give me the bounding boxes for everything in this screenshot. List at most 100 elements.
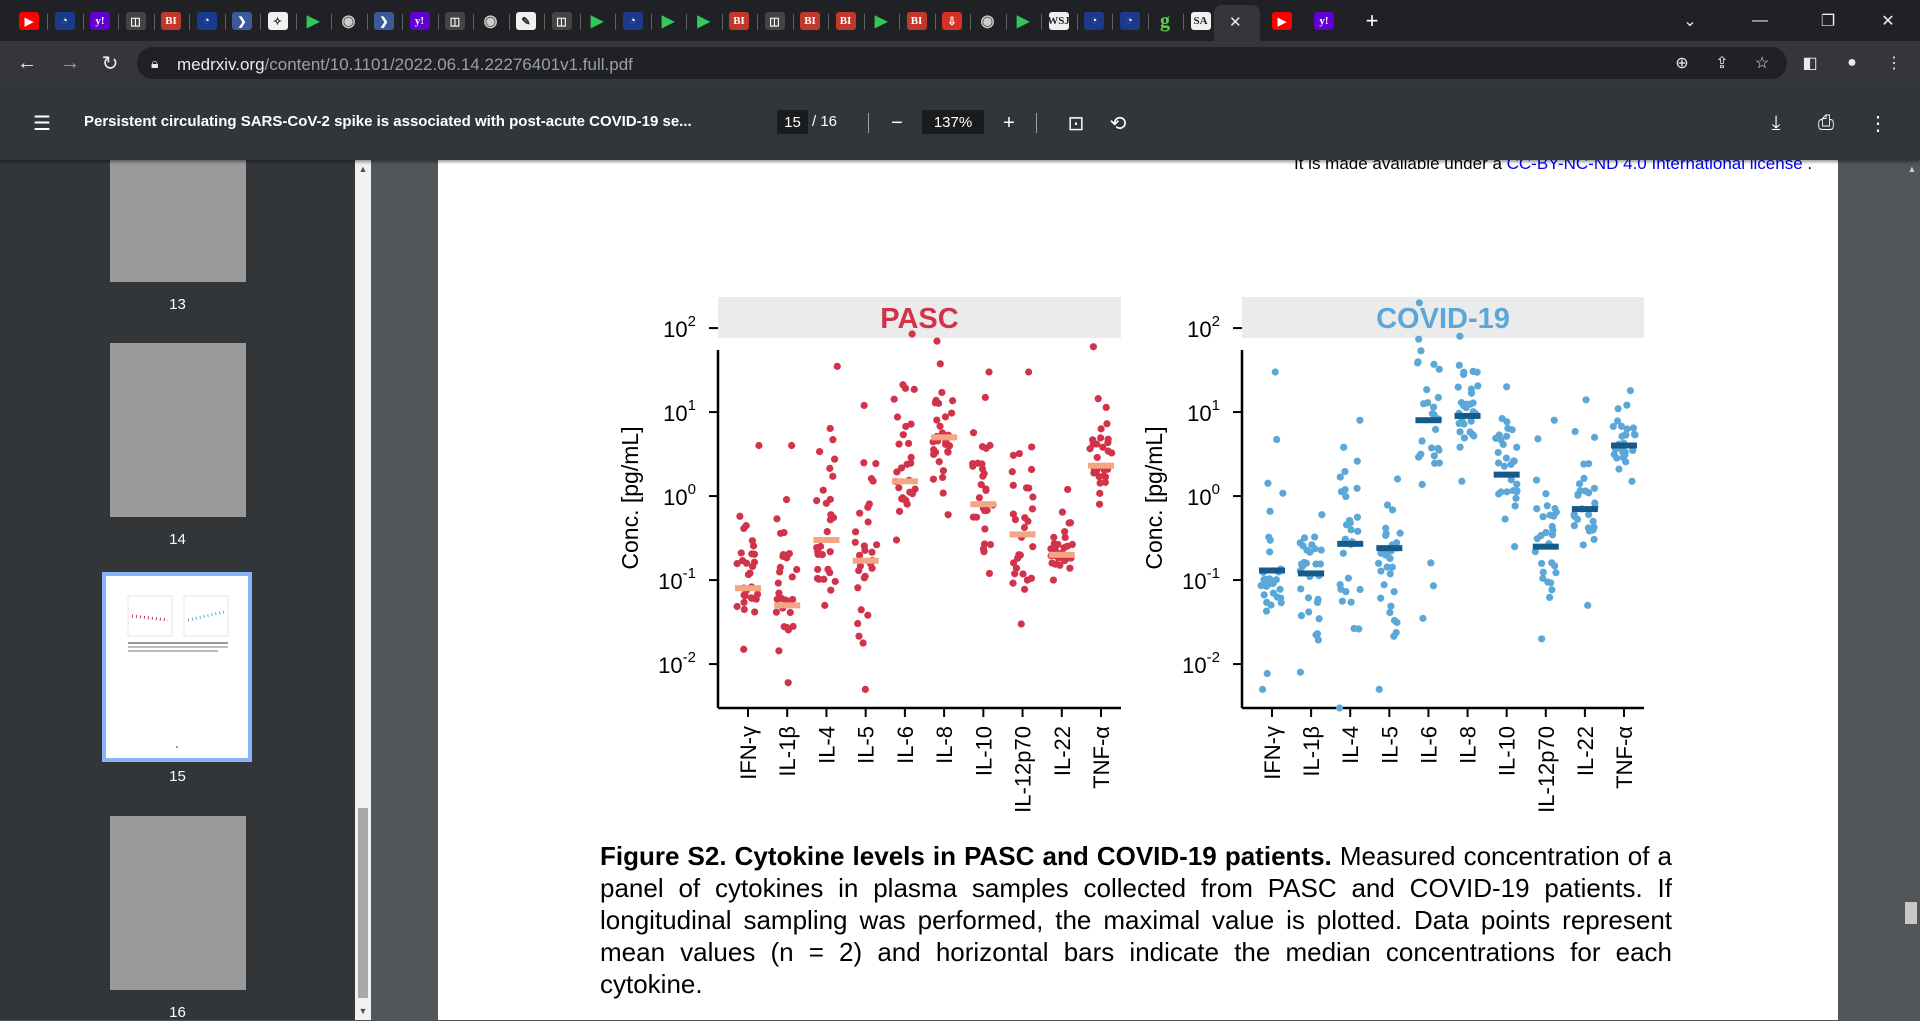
panel-title: COVID-19 [1376,303,1510,335]
browser-tab[interactable]: ◉ [974,7,1002,35]
browser-tab[interactable]: y! [86,7,114,35]
download-icon[interactable]: ⤓ [1771,111,1781,134]
data-point [1387,602,1395,610]
url-text[interactable]: medrxiv.org/content/10.1101/2022.06.14.2… [177,55,633,74]
browser-tab[interactable]: ◉ [335,7,363,35]
page-scrollbar-thumb[interactable] [1905,902,1917,924]
data-point [1015,449,1023,458]
browser-tab[interactable]: ❯ [370,7,398,35]
data-point [748,550,756,558]
browser-tab[interactable]: ◫ [122,7,150,35]
reload-icon[interactable]: ↻ [101,52,119,75]
back-icon[interactable]: ← [17,51,37,74]
browser-tab[interactable]: ▶ [15,7,43,35]
data-point [903,460,911,468]
browser-tab[interactable]: ❯ [228,7,256,35]
data-point [823,528,831,536]
tab-separator [721,14,723,30]
bookmark-star-icon[interactable]: ☆ [1754,55,1770,72]
data-point [910,385,918,393]
browser-tab[interactable]: ▶ [299,7,327,35]
print-icon[interactable]: ⎙ [1818,111,1834,134]
browser-tab[interactable]: ▶ [1009,7,1037,35]
menu-icon[interactable]: ☰ [33,112,51,135]
forward-icon[interactable]: → [60,51,80,74]
y-tick-label: 101 [663,397,696,426]
browser-tab[interactable]: ◔ [1116,7,1144,35]
zoom-icon[interactable]: ⊕ [1675,55,1689,72]
thumbnail-page-13[interactable] [110,160,246,282]
data-point [1355,625,1363,633]
profile-icon[interactable]: ● [1847,54,1857,71]
page-scroll-up-icon[interactable]: ▲ [1907,164,1917,174]
x-tick-label: IL-12p70 [1011,726,1036,813]
page-number-input[interactable]: 15 [777,110,808,134]
data-point [1336,704,1344,712]
browser-tab[interactable]: ◫ [761,7,789,35]
data-point [872,459,880,468]
browser-tab[interactable]: ◔ [1080,7,1108,35]
browser-tab[interactable]: SA [1187,7,1215,35]
thumbnail-page-16[interactable] [110,816,246,990]
panel-title-band [1242,297,1644,338]
data-point [1393,618,1401,627]
browser-tab[interactable]: ◫ [441,7,469,35]
x-tick-label: IFN-γ [1260,726,1285,780]
share-icon[interactable]: ⇪ [1715,55,1729,72]
tab-separator [153,14,155,30]
browser-tab[interactable]: g [1151,7,1179,35]
scroll-down-arrow-icon[interactable]: ▼ [358,1006,368,1016]
zoom-out-icon[interactable]: − [891,111,903,134]
browser-tab[interactable]: ▶ [1268,7,1296,35]
browser-tab[interactable]: BI [157,7,185,35]
browser-tab[interactable]: BI [903,7,931,35]
data-point [908,489,917,498]
zoom-in-icon[interactable]: + [1003,111,1015,134]
rotate-icon[interactable]: ⟲ [1109,112,1127,135]
close-tab-icon[interactable]: ✕ [1229,14,1242,31]
data-point [1377,594,1385,602]
browser-tab[interactable]: ▶ [583,7,611,35]
browser-tab[interactable]: ◔ [619,7,647,35]
more-options-icon[interactable]: ⋮ [1868,112,1888,135]
bi-icon: BI [906,12,927,30]
browser-tab[interactable]: ▶ [690,7,718,35]
data-point [1019,570,1027,578]
data-point [740,645,748,653]
browser-tab[interactable]: ▶ [654,7,682,35]
maximize-icon[interactable]: ❐ [1820,12,1836,30]
tab-separator [437,14,439,30]
thumbnail-page-15-selected[interactable] [102,572,252,762]
zoom-level-input[interactable]: 137% [922,110,984,134]
tab-search-icon[interactable]: ⌄ [1683,12,1697,30]
browser-tab[interactable]: ◫ [548,7,576,35]
browser-tab[interactable]: ✎ [512,7,540,35]
play-icon: ▶ [587,12,607,30]
url-bar[interactable]: 🔒︎ medrxiv.org/content/10.1101/2022.06.1… [137,47,1787,79]
active-tab[interactable]: ✕ [1214,5,1260,41]
browser-tab[interactable]: ✧ [264,7,292,35]
page-scrollbar[interactable] [1903,160,1920,1020]
new-tab-button[interactable]: + [1365,8,1379,33]
sidebar-scrollbar[interactable] [355,160,371,1020]
browser-tab[interactable]: WSJ [1045,7,1073,35]
browser-tab[interactable]: BI [832,7,860,35]
close-window-icon[interactable]: ✕ [1881,12,1895,30]
browser-tab[interactable]: ◔ [193,7,221,35]
browser-tab[interactable]: BI [725,7,753,35]
browser-tab[interactable]: y! [406,7,434,35]
thumbnail-page-14[interactable] [110,343,246,517]
browser-tab[interactable]: ⇩ [938,7,966,35]
browser-tab[interactable]: ◔ [51,7,79,35]
browser-tab[interactable]: BI [796,7,824,35]
browser-menu-icon[interactable]: ⋮ [1886,55,1902,72]
browser-tab[interactable]: y! [1310,7,1338,35]
scroll-up-arrow-icon[interactable]: ▲ [358,164,368,174]
minimize-icon[interactable]: — [1752,11,1768,29]
side-panel-icon[interactable]: ◧ [1802,55,1818,72]
browser-tab[interactable]: ▶ [867,7,895,35]
fit-page-icon[interactable]: ⊡ [1067,112,1085,135]
x-tick-label: IFN-γ [736,726,761,780]
sidebar-scrollbar-thumb[interactable] [358,808,368,998]
browser-tab[interactable]: ◉ [477,7,505,35]
